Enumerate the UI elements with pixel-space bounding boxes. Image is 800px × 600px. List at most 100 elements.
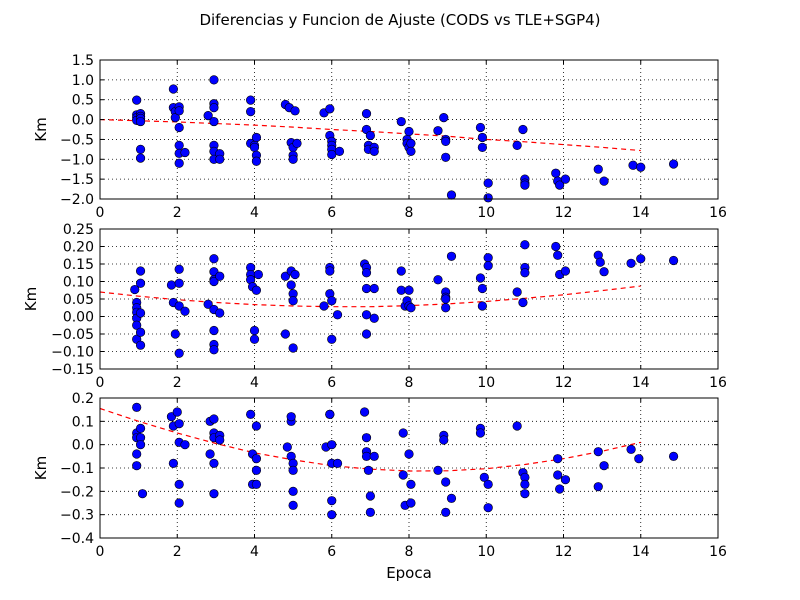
data-point <box>441 303 451 313</box>
data-point <box>180 440 190 450</box>
x-tick-label: 16 <box>709 544 727 560</box>
y-tick-label: −1.5 <box>60 172 94 188</box>
data-point <box>286 280 296 290</box>
data-point <box>404 126 414 137</box>
data-point <box>477 132 487 143</box>
data-point <box>132 461 142 471</box>
data-point <box>446 251 457 261</box>
y-axis-label: Km <box>32 117 50 141</box>
data-point <box>446 493 457 503</box>
data-point <box>288 343 298 353</box>
data-point <box>203 299 213 309</box>
data-point <box>361 433 372 443</box>
data-point <box>135 116 146 127</box>
y-tick-label: 0.5 <box>72 93 94 109</box>
data-point <box>174 479 184 489</box>
data-point <box>636 254 646 264</box>
x-tick-label: 10 <box>477 375 495 391</box>
data-point <box>174 140 184 150</box>
data-point <box>209 345 219 355</box>
data-point <box>203 110 213 121</box>
data-point <box>441 507 451 517</box>
data-point <box>512 140 522 150</box>
data-point <box>433 126 443 136</box>
data-point <box>636 162 646 172</box>
data-point <box>135 144 146 154</box>
data-point <box>560 174 571 184</box>
data-point <box>334 146 345 156</box>
data-point <box>553 470 563 480</box>
data-point <box>512 421 522 431</box>
data-point <box>595 257 605 267</box>
data-point <box>132 449 142 459</box>
data-point <box>634 454 644 464</box>
data-point <box>325 409 335 419</box>
data-point <box>288 486 298 496</box>
data-point <box>292 138 302 148</box>
data-point <box>668 159 679 169</box>
data-point <box>628 160 638 170</box>
data-point <box>406 303 416 313</box>
data-point <box>251 421 262 431</box>
x-tick-label: 4 <box>250 375 259 391</box>
x-tick-label: 0 <box>96 205 105 221</box>
data-point <box>446 190 457 200</box>
data-point <box>483 253 493 263</box>
y-tick-label: 1.0 <box>72 73 94 89</box>
data-point <box>555 180 565 190</box>
data-point <box>327 149 337 160</box>
data-point <box>288 296 298 306</box>
y-tick-label: −0.5 <box>60 132 94 148</box>
data-point <box>132 95 142 105</box>
x-tick-label: 14 <box>632 205 650 221</box>
data-point <box>166 280 177 290</box>
data-point <box>215 308 225 318</box>
x-tick-label: 0 <box>96 375 105 391</box>
data-point <box>327 296 337 306</box>
x-axis-label: Epoca <box>386 564 432 582</box>
y-tick-label: 1.5 <box>72 53 94 69</box>
y-tick-label: −2.0 <box>60 192 94 208</box>
data-point <box>626 258 636 268</box>
data-point <box>361 283 372 294</box>
y-tick-label: 0.2 <box>72 391 94 407</box>
data-point <box>249 142 260 152</box>
data-point <box>209 325 219 336</box>
fit-curve <box>99 407 641 472</box>
data-point <box>593 482 603 492</box>
x-tick-label: 6 <box>327 205 336 221</box>
data-point <box>288 154 298 164</box>
data-point <box>288 500 298 510</box>
data-point <box>593 447 603 457</box>
x-tick-label: 2 <box>173 544 182 560</box>
x-tick-label: 16 <box>709 375 727 391</box>
data-point <box>363 465 374 475</box>
data-point <box>599 176 609 186</box>
data-point <box>174 158 184 168</box>
data-point <box>174 278 184 288</box>
data-point <box>406 498 416 508</box>
data-point <box>593 164 603 174</box>
data-point <box>209 254 219 264</box>
data-point <box>209 489 219 499</box>
x-tick-label: 12 <box>555 544 573 560</box>
data-point <box>404 285 414 295</box>
data-point <box>668 451 679 461</box>
data-point <box>325 266 335 276</box>
data-point <box>475 428 486 438</box>
data-point <box>174 122 184 133</box>
y-tick-label: −0.3 <box>60 508 94 524</box>
data-point <box>135 278 146 288</box>
data-point <box>365 507 375 517</box>
data-point <box>441 136 451 147</box>
data-point <box>365 130 375 141</box>
data-point <box>288 465 298 475</box>
data-point <box>406 138 416 148</box>
data-point <box>209 103 219 113</box>
data-point <box>406 479 416 489</box>
data-point <box>361 329 372 339</box>
data-point <box>599 267 609 277</box>
data-point <box>280 329 291 339</box>
data-point <box>170 329 180 339</box>
